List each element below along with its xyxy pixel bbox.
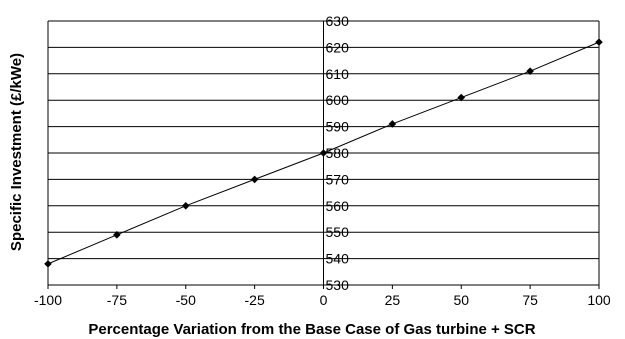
y-tick-label: 610 (326, 66, 350, 82)
data-point (319, 149, 328, 157)
x-tick-label: -50 (176, 292, 196, 308)
data-point (181, 202, 190, 210)
x-axis-title: Percentage Variation from the Base Case … (88, 321, 535, 338)
x-tick-label: 50 (453, 292, 469, 308)
x-tick-labels: -100 -75 -50 -25 0 25 50 75 100 (34, 292, 611, 308)
x-tick-label: -100 (34, 292, 62, 308)
data-series (44, 38, 603, 268)
axes (47, 21, 600, 289)
y-tick-label: 600 (326, 92, 350, 108)
x-tick-label: 25 (385, 292, 401, 308)
y-tick-label: 540 (326, 251, 350, 267)
data-point (113, 231, 121, 239)
y-tick-label: 560 (326, 198, 350, 214)
y-tick-label: 570 (326, 171, 350, 187)
y-tick-label: 620 (326, 39, 350, 55)
y-axis-title: Specific Investment (£/kWe) (8, 53, 25, 251)
x-tick-label: 0 (320, 292, 328, 308)
x-tick-label: -25 (245, 292, 265, 308)
data-point (250, 175, 259, 184)
data-point (388, 120, 397, 128)
data-point (44, 260, 52, 268)
x-tick-label: -75 (107, 292, 127, 308)
y-tick-label: 530 (326, 277, 350, 293)
data-point (457, 93, 466, 102)
y-tick-label: 630 (326, 13, 350, 29)
data-point (595, 38, 603, 46)
y-tick-label: 590 (326, 119, 350, 135)
y-tick-label: 550 (326, 224, 350, 240)
x-tick-label: 75 (522, 292, 538, 308)
y-tick-labels: 530 540 550 560 570 580 590 600 610 620 630 (326, 13, 350, 293)
data-point (526, 67, 534, 75)
x-tick-label: 100 (587, 292, 611, 308)
y-tick-label: 580 (326, 145, 350, 161)
